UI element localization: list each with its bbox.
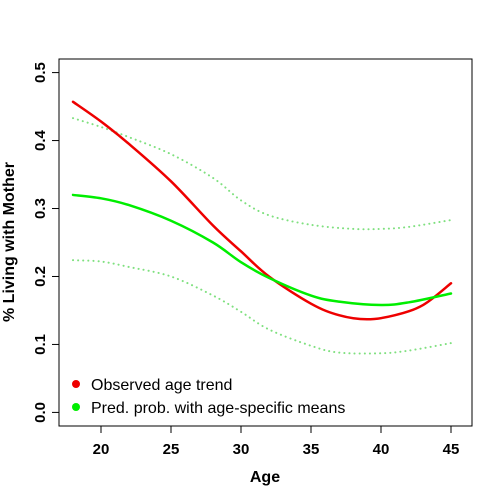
legend-marker [72,403,80,411]
y-tick-label: 0.3 [32,198,49,219]
y-tick-label: 0.4 [32,129,49,151]
legend-label: Pred. prob. with age-specific means [91,400,345,417]
legend-marker [72,380,80,388]
x-tick-label: 20 [93,441,110,458]
y-tick-label: 0.5 [32,62,49,83]
x-axis-title: Age [250,469,280,486]
x-tick-label: 45 [443,441,460,458]
x-tick-label: 40 [373,441,390,458]
x-tick-label: 35 [303,441,320,458]
legend-label: Observed age trend [91,377,232,394]
y-tick-label: 0.2 [32,266,49,287]
y-tick-label: 0.0 [32,402,49,423]
plot-frame [58,58,473,427]
y-tick-label: 0.1 [32,334,49,355]
y-axis-title: % Living with Mother [1,162,18,322]
series-line-upper-bound [72,117,452,231]
series-line-lower-bound [72,259,452,355]
x-tick-label: 25 [163,441,180,458]
series-line-pred-prob-with-age-specific-means [71,193,453,307]
x-tick-label: 30 [233,441,250,458]
